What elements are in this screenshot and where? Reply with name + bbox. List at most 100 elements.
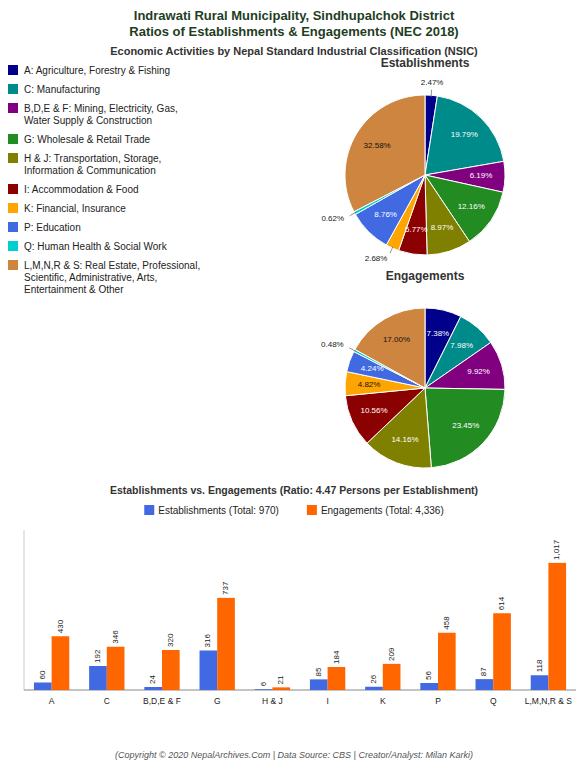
legend-label: L,M,N,R & S: Real Estate, Professional,S…: [24, 260, 200, 295]
legend-swatch: [8, 65, 18, 75]
text-line: Indrawati Rural Municipality, Sindhupalc…: [134, 8, 455, 23]
text-line: B,D,E & F: Mining, Electricity, Gas,: [24, 103, 178, 114]
data-label: 4.24%: [361, 364, 384, 373]
data-label: 24: [148, 675, 157, 684]
data-label: 192: [93, 649, 102, 663]
legend-label: A: Agriculture, Forestry & Fishing: [24, 65, 170, 76]
data-label: 6: [259, 681, 268, 686]
label-leader: [349, 348, 355, 351]
legend-swatch: [8, 203, 18, 213]
text-line: Ratios of Establishments & Engagements (…: [129, 24, 458, 39]
data-label: 12.16%: [458, 202, 485, 211]
data-label: 7.98%: [450, 341, 473, 350]
data-label: 17.00%: [383, 335, 410, 344]
bars: [34, 563, 566, 690]
bar: [420, 683, 438, 690]
bar: [89, 666, 107, 690]
bar: [162, 650, 180, 690]
label-leader: [431, 90, 433, 97]
data-label: 56: [424, 671, 433, 680]
bar-labels: 6019224316685265687118430346320737211842…: [38, 539, 561, 686]
data-label: 0.62%: [321, 214, 344, 223]
legend-label: K: Financial, Insurance: [24, 203, 126, 214]
pie-slice: [355, 308, 425, 388]
data-label: 5.77%: [405, 225, 428, 234]
legend-swatch: [8, 260, 18, 270]
data-label: 26: [369, 674, 378, 683]
bar: [365, 687, 383, 690]
x-tick-labels: ACB,D,E & FGH & JIKPQL,M,N,R & S: [49, 696, 573, 706]
bar: [310, 679, 328, 690]
legend-label: Establishments (Total: 970): [158, 505, 279, 516]
y-axis-line: [24, 530, 25, 690]
x-tick-label: K: [380, 696, 386, 706]
x-tick-label: L,M,N,R & S: [525, 696, 573, 706]
data-label: 23.45%: [452, 421, 479, 430]
title: Indrawati Rural Municipality, Sindhupalc…: [129, 8, 458, 39]
data-label: 6.19%: [470, 171, 493, 180]
bar: [476, 679, 494, 690]
data-label: 614: [497, 596, 506, 610]
data-label: 8.76%: [374, 210, 397, 219]
data-label: 9.92%: [467, 367, 490, 376]
legend: A: Agriculture, Forestry & Fishing C: Man…: [8, 65, 200, 295]
legend-label: Q: Human Health & Social Work: [24, 241, 168, 252]
legend-swatch: [8, 84, 18, 94]
text-line: Scientific, Administrative, Arts,: [24, 272, 157, 283]
pie-labels: 2.47% 19.79% 6.19% 12.16% 8.97%5.77% 2.68% 8.7…: [321, 78, 492, 263]
data-label: 320: [166, 633, 175, 647]
bar: [107, 647, 125, 690]
x-tick-label: H & J: [262, 696, 283, 706]
legend: Establishments (Total: 970) Engagements (…: [144, 505, 443, 516]
text-line: H & J: Transportation, Storage,: [24, 153, 161, 164]
chart: Indrawati Rural Municipality, Sindhupalc…: [0, 0, 588, 768]
pie: [345, 95, 505, 255]
data-label: 8.97%: [431, 223, 454, 232]
data-label: 32.58%: [364, 141, 391, 150]
data-label: 60: [38, 670, 47, 679]
data-label: 87: [479, 667, 488, 676]
bar: [531, 675, 549, 690]
x-tick-label: I: [326, 696, 328, 706]
pie-title: Engagements: [386, 269, 465, 283]
legend-label: C: Manufacturing: [24, 84, 100, 95]
bar: [200, 651, 218, 691]
legend-label: Engagements (Total: 4,336): [321, 505, 444, 516]
bar: [34, 683, 52, 691]
legend-swatch: [8, 134, 18, 144]
pie-labels: 7.38%7.98%9.92%23.45%14.16%10.56%4.82%4.…: [321, 329, 490, 445]
data-label: 2.47%: [421, 78, 444, 87]
x-tick-label: G: [214, 696, 221, 706]
x-tick-label: A: [49, 696, 55, 706]
legend-label: B,D,E & F: Mining, Electricity, Gas,Wate…: [24, 103, 178, 126]
data-label: 346: [111, 630, 120, 644]
data-label: 19.79%: [451, 130, 478, 139]
data-label: 10.56%: [360, 406, 387, 415]
legend-swatch: [307, 505, 317, 515]
data-label: 316: [203, 634, 212, 648]
bar: [548, 563, 566, 690]
data-label: 1,017: [552, 539, 561, 560]
data-label: 209: [387, 647, 396, 661]
data-label: 118: [535, 659, 544, 672]
legend-swatch: [8, 184, 18, 194]
pie-slice: [425, 175, 469, 255]
data-label: 85: [314, 667, 323, 676]
x-tick-label: Q: [490, 696, 497, 706]
data-label: 430: [56, 619, 65, 633]
data-label: 14.16%: [391, 435, 418, 444]
text-line: Information & Communication: [24, 165, 156, 176]
data-label: 2.68%: [365, 254, 388, 263]
text-line: Entertainment & Other: [24, 284, 124, 295]
bar: [217, 598, 235, 690]
legend-label: H & J: Transportation, Storage,Informati…: [24, 153, 161, 176]
x-tick-label: B,D,E & F: [143, 696, 181, 706]
data-label: 737: [221, 581, 230, 595]
data-label: 21: [276, 675, 285, 684]
footer: (Copyright © 2020 NepalArchives.Com | Da…: [115, 750, 473, 760]
bar: [272, 687, 290, 690]
legend-label: G: Wholesale & Retail Trade: [24, 134, 151, 145]
legend-swatch: [8, 222, 18, 232]
x-tick-label: C: [104, 696, 110, 706]
pie: [345, 308, 505, 468]
